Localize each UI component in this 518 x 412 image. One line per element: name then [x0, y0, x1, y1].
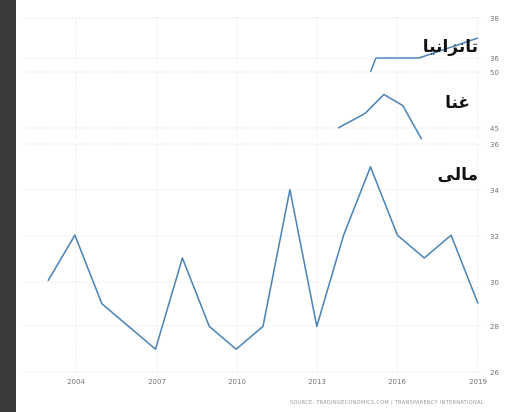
- y-tick-label: 26: [490, 369, 499, 377]
- x-tick-label: 2016: [388, 378, 406, 386]
- panel-title: مالی: [438, 165, 479, 185]
- panel-title: غنا: [445, 93, 470, 113]
- x-tick-label: 2007: [148, 378, 166, 386]
- chart-panel-1: 38 36 تانزانیا: [22, 15, 499, 73]
- chart-panel-2: 50 45 غنا: [22, 69, 499, 140]
- panel-title: تانزانیا: [423, 37, 478, 57]
- x-tick-label: 2013: [308, 378, 326, 386]
- y-tick-label: 36: [490, 55, 499, 63]
- y-tick-label: 38: [490, 15, 499, 23]
- chart-panel-3: 36 34 32 30 28 26 2004 2007 2010 2013 2016 2019 مالی: [22, 141, 499, 386]
- chart-panel: [16, 0, 518, 412]
- y-tick-label: 30: [490, 279, 499, 287]
- series-line: [337, 93, 423, 140]
- y-tick-label: 45: [490, 125, 499, 133]
- y-tick-label: 28: [490, 323, 499, 331]
- series-line: [47, 166, 479, 351]
- source-note: SOURCE: TRADINGECONOMICS.COM | TRANSPARE…: [290, 400, 484, 406]
- y-tick-label: 32: [490, 233, 499, 241]
- x-tick-label: 2010: [228, 378, 246, 386]
- left-dark-strip: [0, 0, 16, 412]
- y-tick-label: 50: [490, 69, 499, 77]
- series-line: [369, 37, 479, 73]
- x-tick-label: 2004: [67, 378, 85, 386]
- y-tick-label: 36: [490, 141, 499, 149]
- y-tick-label: 34: [490, 187, 499, 195]
- x-tick-label: 2019: [469, 378, 487, 386]
